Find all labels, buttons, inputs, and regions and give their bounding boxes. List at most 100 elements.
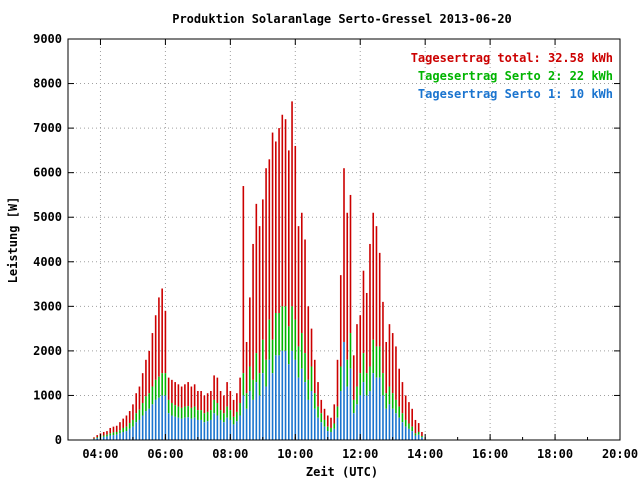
- bar-serto1: [213, 413, 215, 440]
- bar-serto1: [236, 421, 238, 440]
- bar-serto2: [220, 410, 222, 420]
- bar-total: [207, 393, 209, 412]
- bar-serto1: [246, 409, 248, 440]
- bar-serto2: [259, 373, 261, 395]
- y-tick-label: 5000: [33, 210, 62, 224]
- bar-serto2: [194, 407, 196, 418]
- bar-serto1: [298, 378, 300, 440]
- bar-serto2: [275, 313, 277, 355]
- bar-serto2: [106, 435, 108, 437]
- bar-serto2: [145, 396, 147, 411]
- y-tick-label: 8000: [33, 77, 62, 91]
- bar-serto2: [385, 393, 387, 409]
- bar-total: [93, 437, 95, 438]
- bar-total: [304, 240, 306, 354]
- bar-serto2: [174, 405, 176, 417]
- bar-serto2: [213, 400, 215, 413]
- bar-serto2: [398, 407, 400, 418]
- bar-total: [116, 426, 118, 432]
- x-tick-label: 06:00: [147, 447, 183, 461]
- bar-total: [252, 244, 254, 380]
- x-tick-label: 16:00: [472, 447, 508, 461]
- bar-total: [340, 275, 342, 366]
- bar-serto1: [122, 432, 124, 440]
- bar-serto1: [187, 417, 189, 440]
- bar-serto1: [285, 351, 287, 440]
- x-tick-label: 04:00: [82, 447, 118, 461]
- bar-total: [337, 360, 339, 407]
- bar-serto2: [379, 346, 381, 377]
- bar-total: [239, 378, 241, 403]
- bar-serto2: [217, 403, 219, 415]
- bar-serto1: [243, 395, 245, 440]
- bar-serto1: [269, 360, 271, 440]
- bar-serto1: [382, 395, 384, 440]
- bar-total: [272, 133, 274, 340]
- bar-serto2: [369, 366, 371, 391]
- bar-total: [356, 324, 358, 386]
- y-axis-label: Leistung [W]: [6, 197, 20, 284]
- bar-serto1: [106, 436, 108, 440]
- bar-serto1: [402, 422, 404, 440]
- bar-total: [259, 226, 261, 373]
- bar-serto1: [217, 415, 219, 440]
- bar-serto1: [389, 404, 391, 440]
- bar-total: [405, 395, 407, 420]
- bar-total: [233, 400, 235, 417]
- bar-serto1: [324, 427, 326, 440]
- bar-total: [288, 150, 290, 326]
- bar-serto2: [226, 407, 228, 418]
- bar-serto2: [337, 407, 339, 418]
- bar-serto2: [152, 387, 154, 405]
- bar-serto1: [369, 391, 371, 440]
- chart-title: Produktion Solaranlage Serto-Gressel 201…: [172, 12, 512, 26]
- y-tick-label: 9000: [33, 32, 62, 46]
- bar-total: [220, 391, 222, 410]
- bar-serto2: [415, 433, 417, 435]
- bar-total: [249, 297, 251, 366]
- bar-serto2: [223, 413, 225, 422]
- bar-serto1: [145, 411, 147, 440]
- bar-total: [359, 315, 361, 373]
- bar-serto2: [265, 360, 267, 387]
- bar-serto2: [405, 420, 407, 427]
- y-tick-label: 7000: [33, 121, 62, 135]
- bar-total: [333, 404, 335, 423]
- bar-serto2: [249, 366, 251, 391]
- bar-serto2: [317, 407, 319, 418]
- bar-total: [398, 369, 400, 407]
- bar-serto1: [161, 395, 163, 440]
- bar-total: [139, 387, 141, 410]
- bar-serto1: [411, 431, 413, 440]
- bar-serto1: [301, 369, 303, 440]
- bar-serto1: [109, 436, 111, 440]
- bar-total: [158, 297, 160, 376]
- bar-serto2: [187, 406, 189, 417]
- bar-total: [372, 213, 374, 340]
- bar-serto1: [278, 355, 280, 440]
- bar-serto2: [256, 353, 258, 382]
- bar-total: [262, 199, 264, 339]
- bar-total: [402, 382, 404, 413]
- bar-total: [243, 186, 245, 373]
- bar-serto1: [392, 409, 394, 440]
- legend-entry: Tagesertrag total: 32.58 kWh: [411, 51, 613, 65]
- bar-serto1: [408, 429, 410, 440]
- bar-serto2: [181, 408, 183, 419]
- legend-entry: Tagesertrag Serto 2: 22 kWh: [418, 69, 613, 83]
- bar-serto1: [304, 382, 306, 440]
- bar-total: [350, 195, 352, 333]
- bar-serto1: [346, 387, 348, 440]
- bar-serto2: [411, 427, 413, 431]
- bar-serto1: [171, 415, 173, 440]
- bar-serto2: [311, 366, 313, 391]
- bar-serto1: [239, 415, 241, 440]
- bar-serto2: [200, 410, 202, 420]
- bar-serto2: [233, 417, 235, 425]
- bar-serto1: [252, 400, 254, 440]
- bar-serto1: [155, 400, 157, 440]
- bar-serto2: [230, 410, 232, 420]
- bar-serto1: [418, 435, 420, 440]
- bar-total: [353, 355, 355, 400]
